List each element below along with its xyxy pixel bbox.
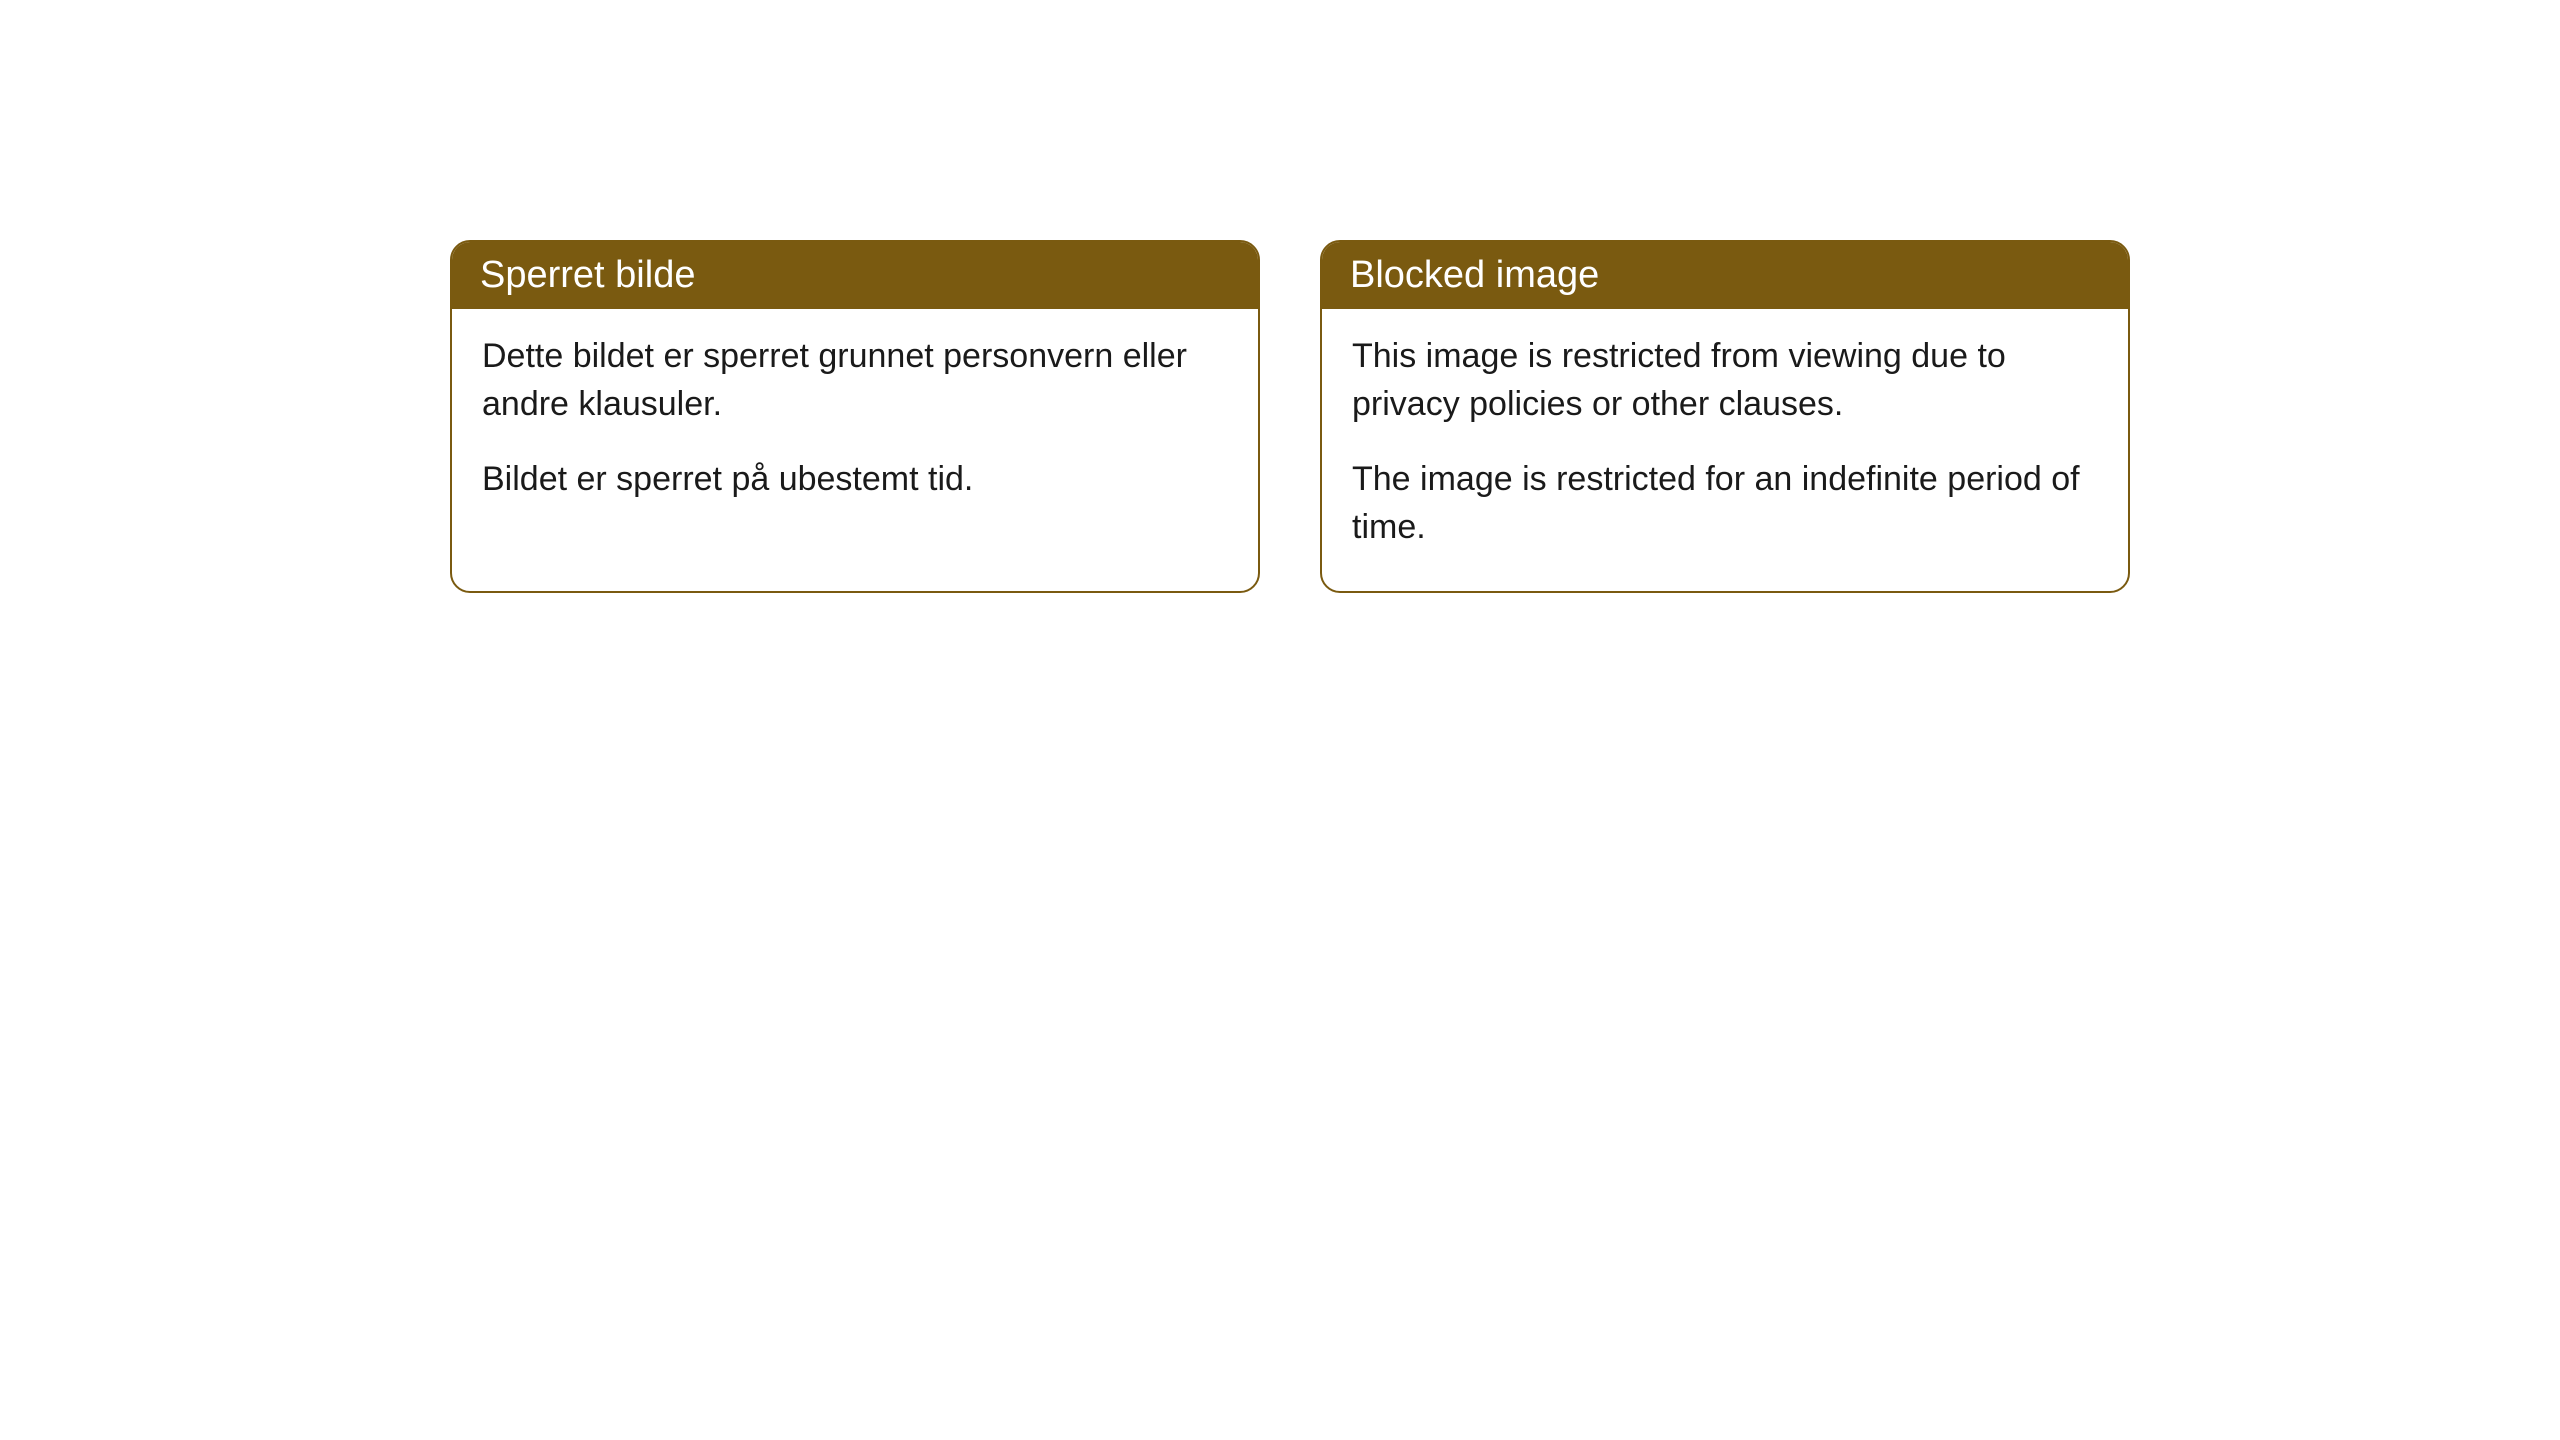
card-header-english: Blocked image [1322, 242, 2128, 309]
card-paragraph: Bildet er sperret på ubestemt tid. [482, 456, 1228, 504]
card-header-norwegian: Sperret bilde [452, 242, 1258, 309]
notice-cards-container: Sperret bilde Dette bildet er sperret gr… [450, 240, 2130, 593]
card-title: Blocked image [1350, 254, 1599, 296]
notice-card-english: Blocked image This image is restricted f… [1320, 240, 2130, 593]
card-body-english: This image is restricted from viewing du… [1322, 309, 2128, 591]
card-title: Sperret bilde [480, 254, 695, 296]
card-body-norwegian: Dette bildet er sperret grunnet personve… [452, 309, 1258, 544]
card-paragraph: This image is restricted from viewing du… [1352, 333, 2098, 428]
card-paragraph: Dette bildet er sperret grunnet personve… [482, 333, 1228, 428]
notice-card-norwegian: Sperret bilde Dette bildet er sperret gr… [450, 240, 1260, 593]
card-paragraph: The image is restricted for an indefinit… [1352, 456, 2098, 551]
